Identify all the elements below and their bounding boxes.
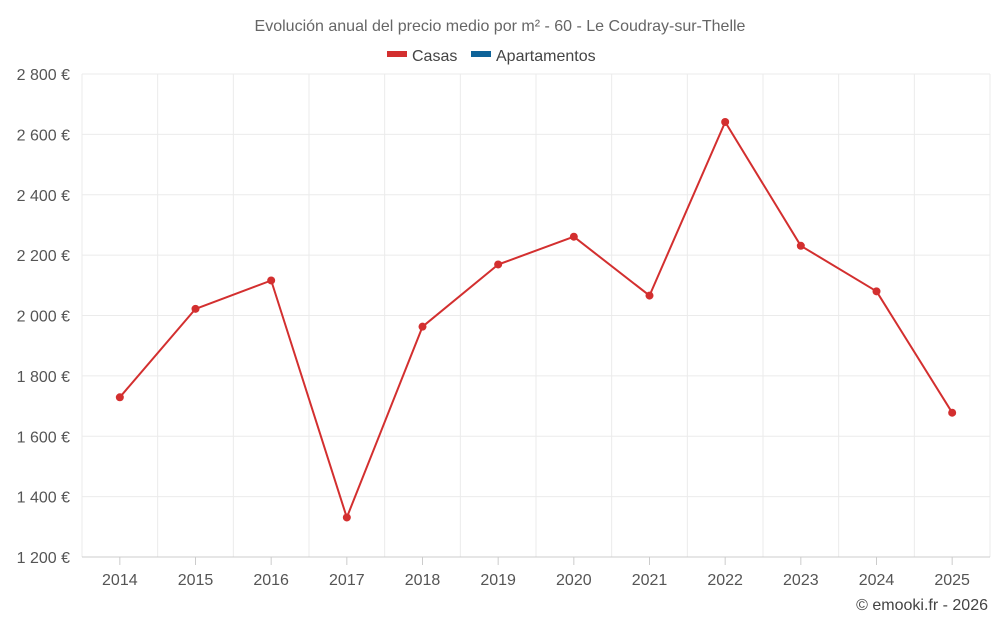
legend: Casas Apartamentos (387, 48, 596, 65)
legend-item-apartamentos[interactable]: Apartamentos (471, 48, 596, 65)
y-tick-label: 1 400 € (17, 490, 70, 507)
y-axis: 1 200 € 1 400 € 1 600 € 1 800 € 2 000 € 2 200… (17, 67, 70, 567)
y-tick-label: 2 200 € (17, 248, 70, 265)
legend-label-apartamentos: Apartamentos (496, 48, 596, 65)
legend-swatch-casas (387, 51, 407, 57)
x-tick-label: 2024 (859, 572, 895, 589)
chart-title: Evolución anual del precio medio por m² … (255, 18, 746, 35)
x-tick-label: 2017 (329, 572, 365, 589)
data-point-casas[interactable] (342, 513, 351, 522)
x-tick-label: 2016 (253, 572, 289, 589)
data-point-casas[interactable] (948, 408, 957, 417)
legend-item-casas[interactable]: Casas (387, 48, 457, 65)
y-tick-label: 2 400 € (17, 188, 70, 205)
x-axis: 2014 2015 2016 2017 2018 2019 2020 2021 2022 2023… (82, 556, 990, 589)
y-tick-label: 2 800 € (17, 67, 70, 84)
legend-swatch-apartamentos (471, 51, 491, 57)
x-tick-label: 2020 (556, 572, 592, 589)
data-point-casas[interactable] (645, 291, 654, 300)
data-point-casas[interactable] (115, 393, 124, 402)
x-tick-label: 2023 (783, 572, 819, 589)
credit-text: © emooki.fr - 2026 (856, 597, 988, 614)
x-tick-label: 2015 (178, 572, 214, 589)
series-line-casas (119, 121, 954, 519)
x-tick-label: 2022 (707, 572, 743, 589)
grid (81, 73, 991, 558)
data-point-casas[interactable] (494, 260, 503, 269)
y-tick-label: 1 600 € (17, 429, 70, 446)
x-tick-label: 2021 (632, 572, 668, 589)
data-point-casas[interactable] (721, 117, 730, 126)
y-tick-label: 1 200 € (17, 550, 70, 567)
data-point-casas[interactable] (872, 287, 881, 296)
data-point-casas[interactable] (267, 276, 276, 285)
x-tick-label: 2018 (405, 572, 441, 589)
data-point-casas[interactable] (191, 304, 200, 313)
series-casas (115, 117, 957, 522)
legend-label-casas: Casas (412, 48, 457, 65)
y-tick-label: 1 800 € (17, 369, 70, 386)
data-point-casas[interactable] (418, 322, 427, 331)
x-tick-label: 2014 (102, 572, 138, 589)
x-tick-label: 2019 (480, 572, 516, 589)
x-tick-label: 2025 (934, 572, 970, 589)
y-tick-label: 2 000 € (17, 309, 70, 326)
data-point-casas[interactable] (569, 232, 578, 241)
data-point-casas[interactable] (796, 241, 805, 250)
y-tick-label: 2 600 € (17, 127, 70, 144)
